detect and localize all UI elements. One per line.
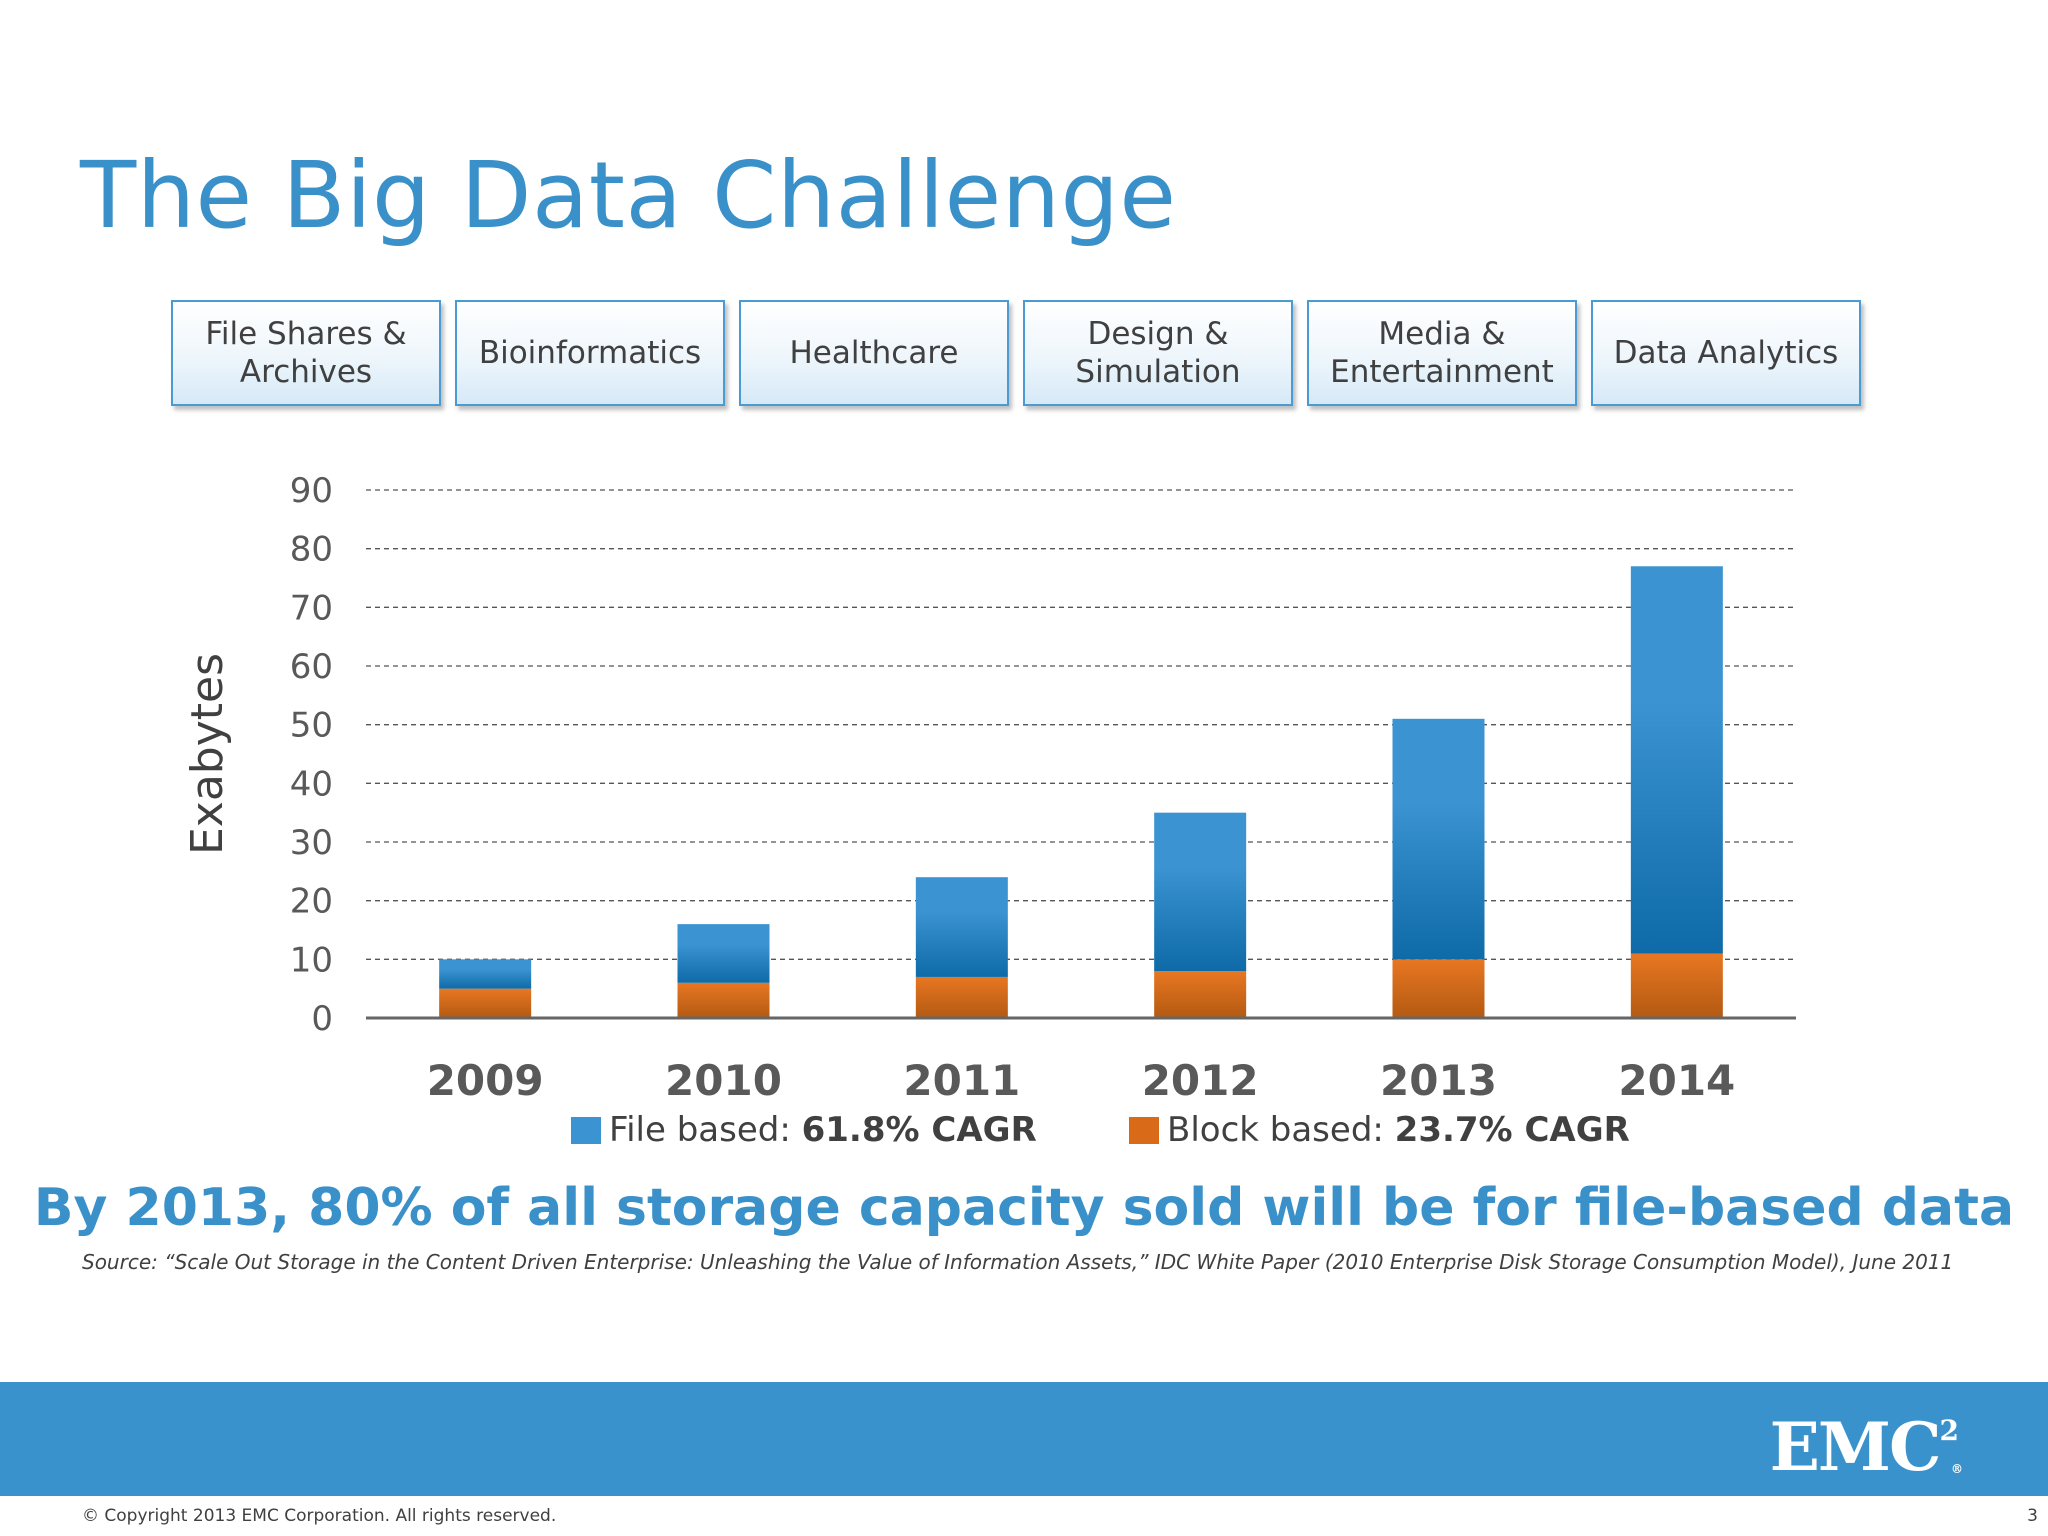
y-tick-label: 40 bbox=[290, 764, 333, 804]
y-tick-label: 20 bbox=[290, 882, 333, 922]
y-tick-label: 60 bbox=[290, 647, 333, 687]
bar-block-2009 bbox=[439, 988, 532, 1018]
legend-label-file: File based: bbox=[609, 1110, 802, 1150]
y-tick-label: 0 bbox=[311, 999, 333, 1039]
tile-data-analytics: Data Analytics bbox=[1591, 300, 1861, 406]
tile-bioinformatics: Bioinformatics bbox=[455, 300, 725, 406]
tile-media-entertainment: Media & Entertainment bbox=[1307, 300, 1577, 406]
y-tick-label: 30 bbox=[290, 823, 333, 863]
tile-file-shares: File Shares & Archives bbox=[171, 300, 441, 406]
bar-block-2012 bbox=[1154, 971, 1247, 1018]
y-tick-label: 70 bbox=[290, 588, 333, 628]
page-number: 3 bbox=[2027, 1506, 2038, 1526]
x-tick-label: 2009 bbox=[427, 1056, 544, 1105]
tile-design-simulation: Design & Simulation bbox=[1023, 300, 1293, 406]
x-tick-label: 2014 bbox=[1618, 1056, 1735, 1105]
emc-logo: EMC2 ® bbox=[1769, 1408, 1963, 1486]
use-case-tiles: File Shares & Archives Bioinformatics He… bbox=[171, 300, 1864, 409]
tile-healthcare: Healthcare bbox=[739, 300, 1009, 406]
y-tick-label: 80 bbox=[290, 530, 333, 570]
legend-item-block: Block based: 23.7% CAGR bbox=[1129, 1110, 1630, 1150]
legend-label-block: Block based: bbox=[1167, 1110, 1395, 1150]
y-axis-label: Exabytes bbox=[182, 653, 233, 855]
y-tick-label: 90 bbox=[290, 471, 333, 511]
bar-file-2013 bbox=[1392, 718, 1485, 960]
copyright-text: © Copyright 2013 EMC Corporation. All ri… bbox=[82, 1506, 557, 1526]
x-tick-label: 2012 bbox=[1142, 1056, 1259, 1105]
legend-swatch-file bbox=[571, 1117, 601, 1144]
bar-block-2011 bbox=[915, 976, 1008, 1018]
legend-value-block: 23.7% CAGR bbox=[1394, 1110, 1630, 1150]
bar-file-2011 bbox=[915, 877, 1008, 977]
slide-title: The Big Data Challenge bbox=[80, 142, 1177, 249]
storage-growth-chart: 0 10 20 30 40 50 60 70 80 90 Exabytes 2009 2010 2011 2… bbox=[182, 471, 1796, 1105]
x-tick-label: 2010 bbox=[665, 1056, 782, 1105]
legend-item-file: File based: 61.8% CAGR bbox=[571, 1110, 1037, 1150]
bar-file-2009 bbox=[439, 959, 532, 989]
x-tick-label: 2013 bbox=[1380, 1056, 1497, 1105]
bar-file-2012 bbox=[1154, 812, 1247, 972]
y-tick-label: 50 bbox=[290, 706, 333, 746]
legend-swatch-block bbox=[1129, 1117, 1159, 1144]
footer-band: EMC2 ® bbox=[0, 1382, 2048, 1496]
source-citation: Source: “Scale Out Storage in the Conten… bbox=[82, 1250, 1954, 1274]
bar-block-2010 bbox=[677, 982, 770, 1018]
x-tick-label: 2011 bbox=[903, 1056, 1020, 1105]
legend-value-file: 61.8% CAGR bbox=[801, 1110, 1037, 1150]
bar-file-2010 bbox=[677, 924, 770, 983]
bar-file-2014 bbox=[1630, 566, 1723, 954]
bar-block-2013 bbox=[1392, 959, 1485, 1018]
y-tick-label: 10 bbox=[290, 940, 333, 980]
bar-block-2014 bbox=[1630, 953, 1723, 1018]
headline: By 2013, 80% of all storage capacity sol… bbox=[33, 1178, 2015, 1238]
